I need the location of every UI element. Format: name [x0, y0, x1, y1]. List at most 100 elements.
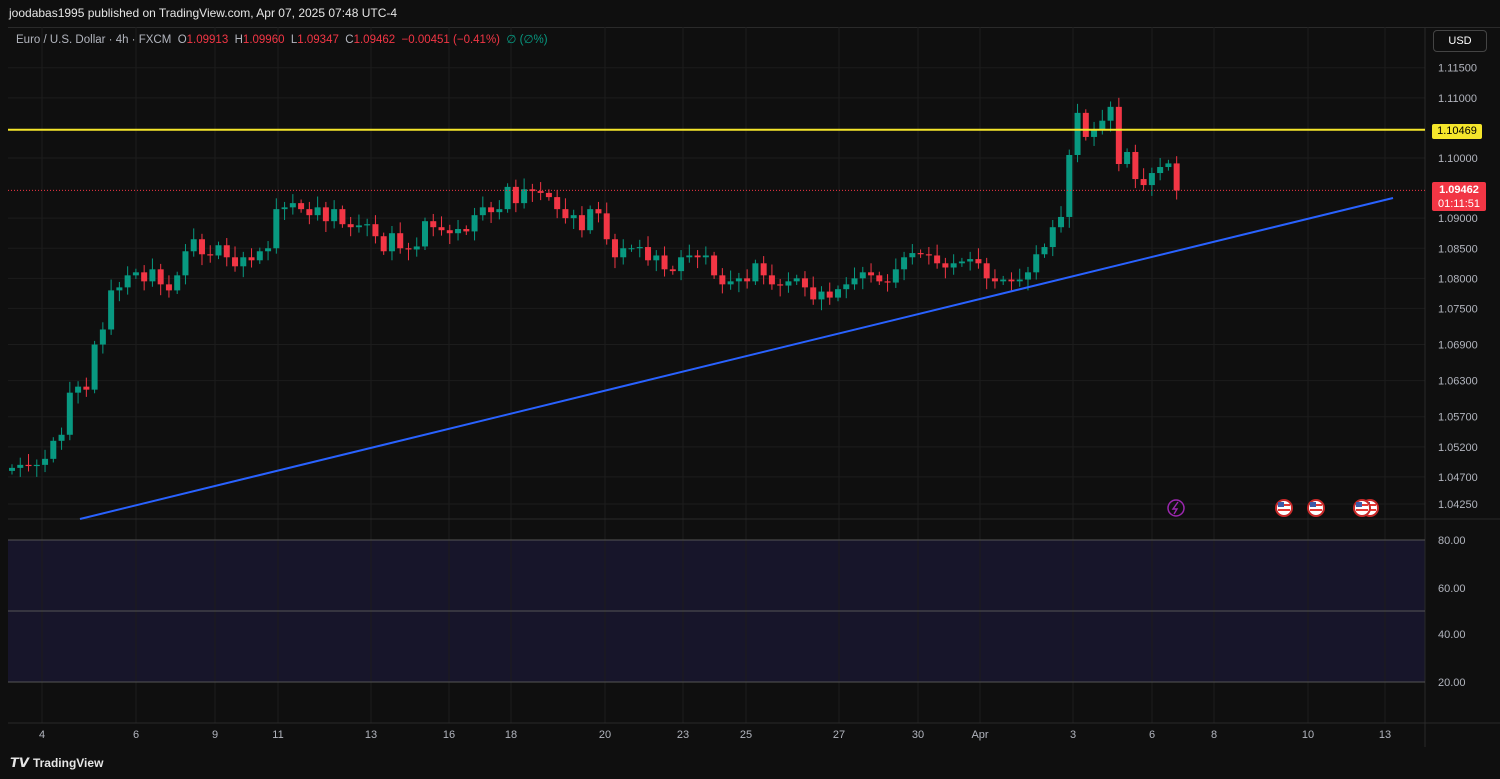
candle-body	[322, 207, 329, 222]
candle	[132, 268, 139, 279]
candle	[595, 201, 602, 223]
candle-body	[818, 291, 825, 300]
price-tick: 1.08500	[1438, 243, 1478, 255]
candle	[587, 205, 594, 234]
candle-body	[760, 263, 767, 276]
candle	[991, 269, 998, 289]
lightning-event-icon[interactable]	[1167, 499, 1185, 517]
candle	[364, 218, 371, 237]
currency-button[interactable]: USD	[1433, 30, 1487, 52]
candle-body	[611, 239, 618, 258]
high-value: 1.09960	[242, 34, 285, 46]
candle-body	[141, 272, 148, 282]
candle	[1058, 206, 1065, 233]
published-caption: joodabas1995 published on TradingView.co…	[9, 6, 398, 20]
candle-body	[645, 247, 652, 261]
candle-body	[1132, 151, 1139, 180]
candle-body	[1091, 129, 1098, 137]
candle	[752, 259, 759, 285]
us-flag-event-icon[interactable]	[1275, 499, 1293, 517]
candle-body	[446, 230, 453, 234]
oscillator-axis: 80.00 60.00 40.00 20.00	[1438, 535, 1466, 689]
candle	[521, 178, 528, 209]
symbol-name: Euro / U.S. Dollar · 4h · FXCM	[16, 34, 172, 46]
candle-body	[248, 257, 255, 261]
time-tick: Apr	[971, 729, 988, 741]
candle-body	[223, 245, 230, 258]
candle	[909, 244, 916, 265]
candle-body	[463, 229, 470, 232]
candle	[281, 201, 288, 220]
candle-body	[1041, 247, 1048, 255]
candle-body	[1115, 106, 1122, 165]
candle	[1107, 101, 1114, 132]
time-tick: 16	[443, 729, 455, 741]
oscillator-tick: 40.00	[1438, 629, 1466, 641]
candle	[355, 214, 362, 233]
candle-body	[190, 239, 197, 252]
tv-logo-icon: 𝙏𝙑	[10, 755, 29, 770]
candle	[1140, 168, 1147, 191]
candle	[1099, 109, 1106, 135]
us-flag-event-icon[interactable]	[1307, 499, 1325, 517]
candle	[678, 250, 685, 281]
current-price: 1.09462	[1439, 184, 1479, 196]
candle	[42, 449, 49, 473]
time-tick: 9	[212, 729, 218, 741]
candle-body	[42, 458, 49, 465]
candle	[504, 183, 511, 213]
candle	[149, 258, 156, 287]
candle-body	[240, 257, 247, 267]
candle-body	[991, 278, 998, 282]
candle-body	[331, 209, 338, 222]
candle	[141, 265, 148, 291]
candle-body	[661, 255, 668, 270]
candle	[50, 437, 57, 463]
candle-body	[157, 269, 164, 285]
us-flag-event-icon[interactable]	[1353, 499, 1371, 517]
candle	[446, 224, 453, 245]
candle	[851, 267, 858, 290]
price-tick: 1.09000	[1438, 213, 1478, 225]
candle	[75, 381, 82, 404]
candle	[653, 250, 660, 272]
candle-body	[843, 284, 850, 290]
tradingview-logo[interactable]: 𝙏𝙑 TradingView	[10, 755, 103, 771]
trendline[interactable]	[79, 197, 1394, 520]
chart-frame	[8, 27, 1500, 747]
time-axis[interactable]: 4 6 9 11 13 16 18 20 23 25 27 30 Apr 3 6 8 10 13	[39, 729, 1391, 741]
candle	[578, 206, 585, 238]
candle-body	[884, 281, 891, 283]
candle-body	[50, 440, 57, 459]
time-tick: 18	[505, 729, 517, 741]
candle-body	[653, 255, 660, 261]
candle	[628, 244, 635, 252]
price-tick: 1.05700	[1438, 412, 1478, 424]
candle-body	[678, 257, 685, 272]
candle	[116, 281, 123, 302]
candle-body	[388, 233, 395, 252]
candle-body	[595, 209, 602, 214]
candle-body	[355, 225, 362, 228]
candle-body	[479, 207, 486, 216]
candle	[1066, 149, 1073, 228]
price-tick: 1.06300	[1438, 376, 1478, 388]
current-price-tag: 1.09462 01:11:51	[1432, 182, 1486, 211]
candle-body	[108, 290, 115, 330]
candle-body	[958, 261, 965, 264]
candle	[265, 241, 272, 261]
candle	[801, 271, 808, 297]
candle-body	[91, 344, 98, 390]
candle	[686, 244, 693, 263]
candle	[463, 225, 470, 236]
candle	[66, 381, 73, 441]
candle	[157, 263, 164, 296]
candle	[207, 245, 214, 263]
candle	[603, 202, 610, 245]
price-tick: 1.08000	[1438, 273, 1478, 285]
candle	[620, 239, 627, 265]
candle-body	[405, 248, 412, 250]
price-axis[interactable]: 1.11500 1.11000 1.10000 1.09000 1.08500 1.080…	[1438, 63, 1478, 511]
candle-body	[1157, 167, 1164, 174]
